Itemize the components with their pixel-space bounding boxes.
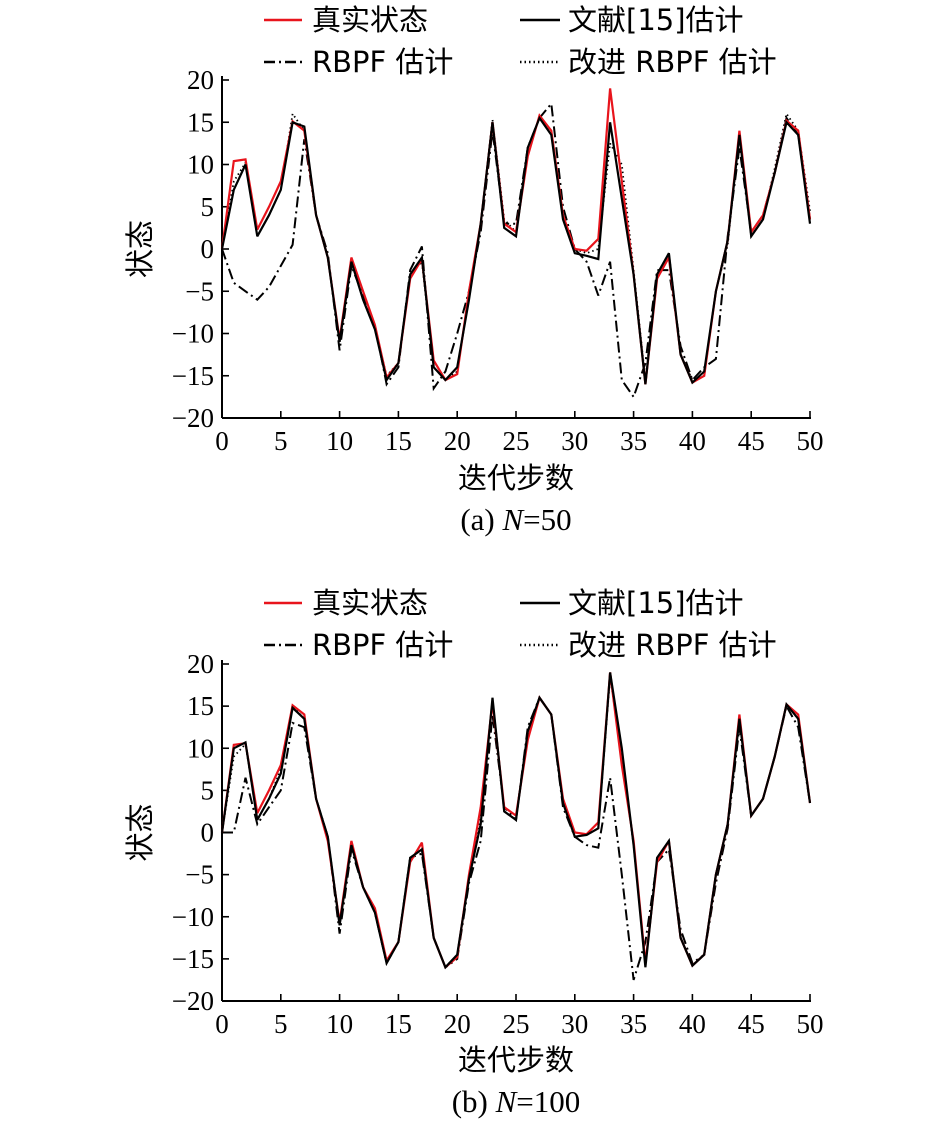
x-tick-label: 45: [738, 1009, 765, 1039]
caption: (b) N=100: [452, 1084, 581, 1119]
y-tick-label: −5: [185, 860, 214, 890]
x-tick-label: 0: [215, 1009, 229, 1039]
x-tick-label: 40: [679, 1009, 706, 1039]
legend-label: 改进 RBPF 估计: [568, 628, 777, 662]
x-tick-label: 0: [215, 426, 229, 456]
x-tick-label: 35: [620, 1009, 647, 1039]
x-axis-label: 迭代步数: [458, 461, 574, 495]
y-tick-label: 5: [201, 775, 215, 805]
x-tick-label: 15: [385, 426, 412, 456]
y-tick-label: −10: [172, 902, 214, 932]
caption-variable: N: [501, 502, 525, 537]
legend-label: 真实状态: [312, 3, 428, 37]
legend-label: 文献[15]估计: [568, 586, 744, 620]
y-axis-label: 状态: [123, 220, 157, 278]
y-tick-label: 0: [201, 818, 215, 848]
x-tick-label: 45: [738, 426, 765, 456]
y-tick-label: −15: [172, 361, 214, 391]
series-line-ref15-estimate: [220, 672, 812, 970]
y-tick-label: −15: [172, 944, 214, 974]
y-tick-label: 10: [187, 150, 214, 180]
x-tick-label: 30: [561, 426, 588, 456]
caption-prefix: (a): [460, 502, 502, 537]
x-axis-label: 迭代步数: [458, 1043, 574, 1077]
x-tick-label: 25: [503, 1009, 530, 1039]
y-tick-label: −20: [172, 986, 214, 1016]
x-tick-label: 10: [326, 426, 353, 456]
legend-label: 真实状态: [312, 586, 428, 620]
x-tick-label: 20: [444, 1009, 471, 1039]
y-tick-label: −20: [172, 403, 214, 433]
series-line-improved-rbpf-estimate: [221, 111, 811, 382]
y-tick-label: −5: [185, 276, 214, 306]
y-tick-label: 5: [201, 192, 215, 222]
caption-prefix: (b): [452, 1084, 496, 1119]
y-tick-label: 10: [187, 733, 214, 763]
legend-label: 改进 RBPF 估计: [568, 45, 777, 79]
y-tick-label: −10: [172, 319, 214, 349]
x-tick-label: 40: [679, 426, 706, 456]
x-tick-label: 25: [503, 426, 530, 456]
y-tick-label: 0: [201, 234, 215, 264]
caption-suffix: =100: [516, 1084, 580, 1119]
x-tick-label: 35: [620, 426, 647, 456]
x-tick-label: 10: [326, 1009, 353, 1039]
x-tick-label: 5: [274, 426, 288, 456]
y-tick-label: 15: [187, 691, 214, 721]
legend-label: RBPF 估计: [312, 628, 453, 662]
x-tick-label: 50: [797, 426, 824, 456]
y-tick-label: 20: [187, 649, 214, 679]
caption-variable: N: [495, 1084, 519, 1119]
legend-label: 文献[15]估计: [568, 3, 744, 37]
x-tick-label: 5: [274, 1009, 288, 1039]
y-axis-label: 状态: [123, 803, 157, 861]
y-tick-label: 20: [187, 65, 214, 95]
x-tick-label: 15: [385, 1009, 412, 1039]
series-line-ref15-estimate: [220, 115, 812, 385]
series-line-rbpf-estimate: [221, 101, 811, 400]
caption-suffix: =50: [523, 502, 571, 537]
x-tick-label: 20: [444, 426, 471, 456]
y-tick-label: 15: [187, 107, 214, 137]
x-tick-label: 30: [561, 1009, 588, 1039]
legend-label: RBPF 估计: [312, 45, 453, 79]
x-tick-label: 50: [797, 1009, 824, 1039]
caption: (a) N=50: [460, 502, 571, 537]
series-line-rbpf-estimate: [222, 695, 811, 981]
series-line-improved-rbpf-estimate: [221, 676, 811, 969]
